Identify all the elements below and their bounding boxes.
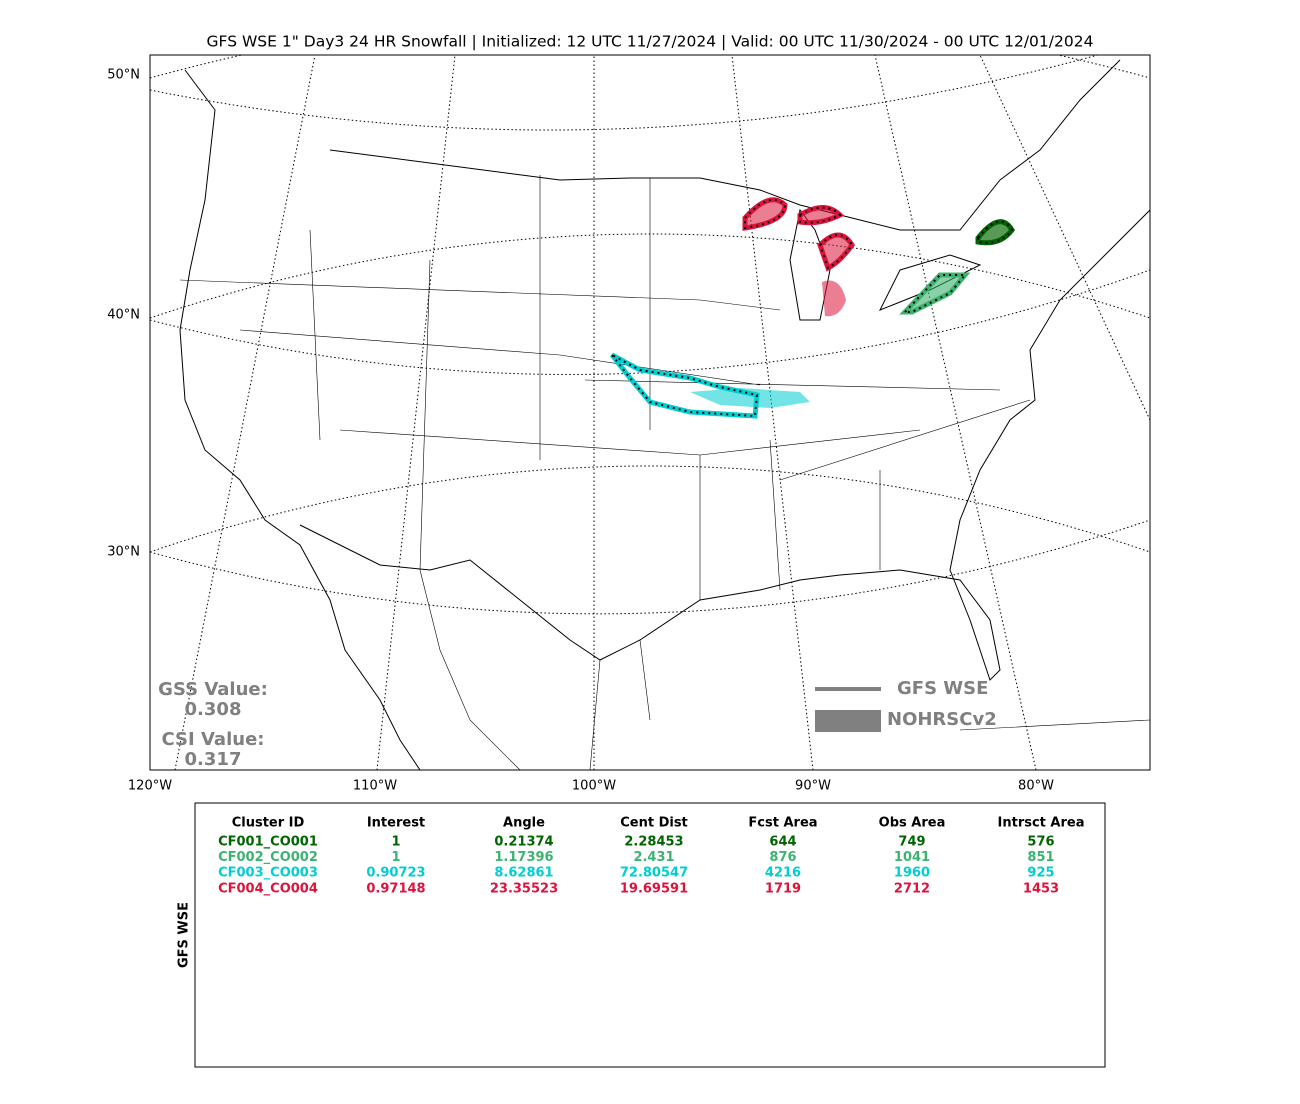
lon-label: 100°W <box>572 779 616 794</box>
table-cell: 1041 <box>894 850 930 865</box>
table-cell: 23.35523 <box>490 881 558 896</box>
table-cell: CF002_CO002 <box>218 850 318 865</box>
legend-label: GFS WSE <box>897 678 988 699</box>
table-cell: 2.431 <box>633 850 674 865</box>
table-cell: 1 <box>391 850 400 865</box>
column-header: Cluster ID <box>232 816 305 831</box>
lon-label: 120°W <box>128 779 172 794</box>
table-cell: 644 <box>769 835 796 850</box>
table-cell: 1960 <box>894 866 930 881</box>
score-text: 0.317 <box>185 749 242 770</box>
table-cell: 2712 <box>894 881 930 896</box>
annotations: 50°N 40°N 30°N 120°W 110°W 100°W 90°W 80°W GSS V… <box>107 68 1084 969</box>
title: GFS WSE 1" Day3 24 HR Snowfall | Initial… <box>207 33 1094 51</box>
column-header: Angle <box>503 816 545 831</box>
table-cell: 749 <box>898 835 925 850</box>
table-cell: 1453 <box>1023 881 1059 896</box>
table-cell: 0.21374 <box>494 835 553 850</box>
score-text: 0.308 <box>185 699 242 720</box>
lat-label: 30°N <box>107 545 140 560</box>
table-cell: 0.97148 <box>366 881 425 896</box>
legend-swatch <box>815 710 881 732</box>
table-cell: 576 <box>1027 835 1054 850</box>
column-header: Interest <box>367 816 425 831</box>
score-text: GSS Value: <box>158 679 268 700</box>
column-header: Cent Dist <box>620 816 688 831</box>
table-cell: 72.80547 <box>620 866 688 881</box>
map-frame <box>149 54 1151 771</box>
lat-label: 40°N <box>107 308 140 323</box>
table-cell: 19.69591 <box>620 881 688 896</box>
lon-label: 110°W <box>353 779 397 794</box>
table-cell: CF001_CO001 <box>218 835 318 850</box>
table-cell: 1 <box>391 835 400 850</box>
table-cell: CF003_CO003 <box>218 866 318 881</box>
table-cell: 1719 <box>765 881 801 896</box>
table-cell: 2.28453 <box>624 835 683 850</box>
table-cell: 0.90723 <box>366 866 425 881</box>
lon-label: 90°W <box>795 779 831 794</box>
table-cell: 8.62861 <box>494 866 553 881</box>
score-text: CSI Value: <box>162 729 265 750</box>
lon-label: 80°W <box>1018 779 1054 794</box>
table-cell: 876 <box>769 850 796 865</box>
table-cell: CF004_CO004 <box>218 881 318 896</box>
table-frame <box>194 802 1106 1068</box>
map <box>149 54 1151 771</box>
table-cell: 925 <box>1027 866 1054 881</box>
table-cell: 4216 <box>765 866 801 881</box>
column-header: Fcst Area <box>748 816 817 831</box>
table-cell: 1.17396 <box>494 850 553 865</box>
legend-label: NOHRSCv2 <box>887 709 997 730</box>
side-label: GFS WSE <box>177 902 192 968</box>
lat-label: 50°N <box>107 68 140 83</box>
column-header: Intrsct Area <box>998 816 1085 831</box>
column-header: Obs Area <box>879 816 946 831</box>
table-cell: 851 <box>1027 850 1054 865</box>
